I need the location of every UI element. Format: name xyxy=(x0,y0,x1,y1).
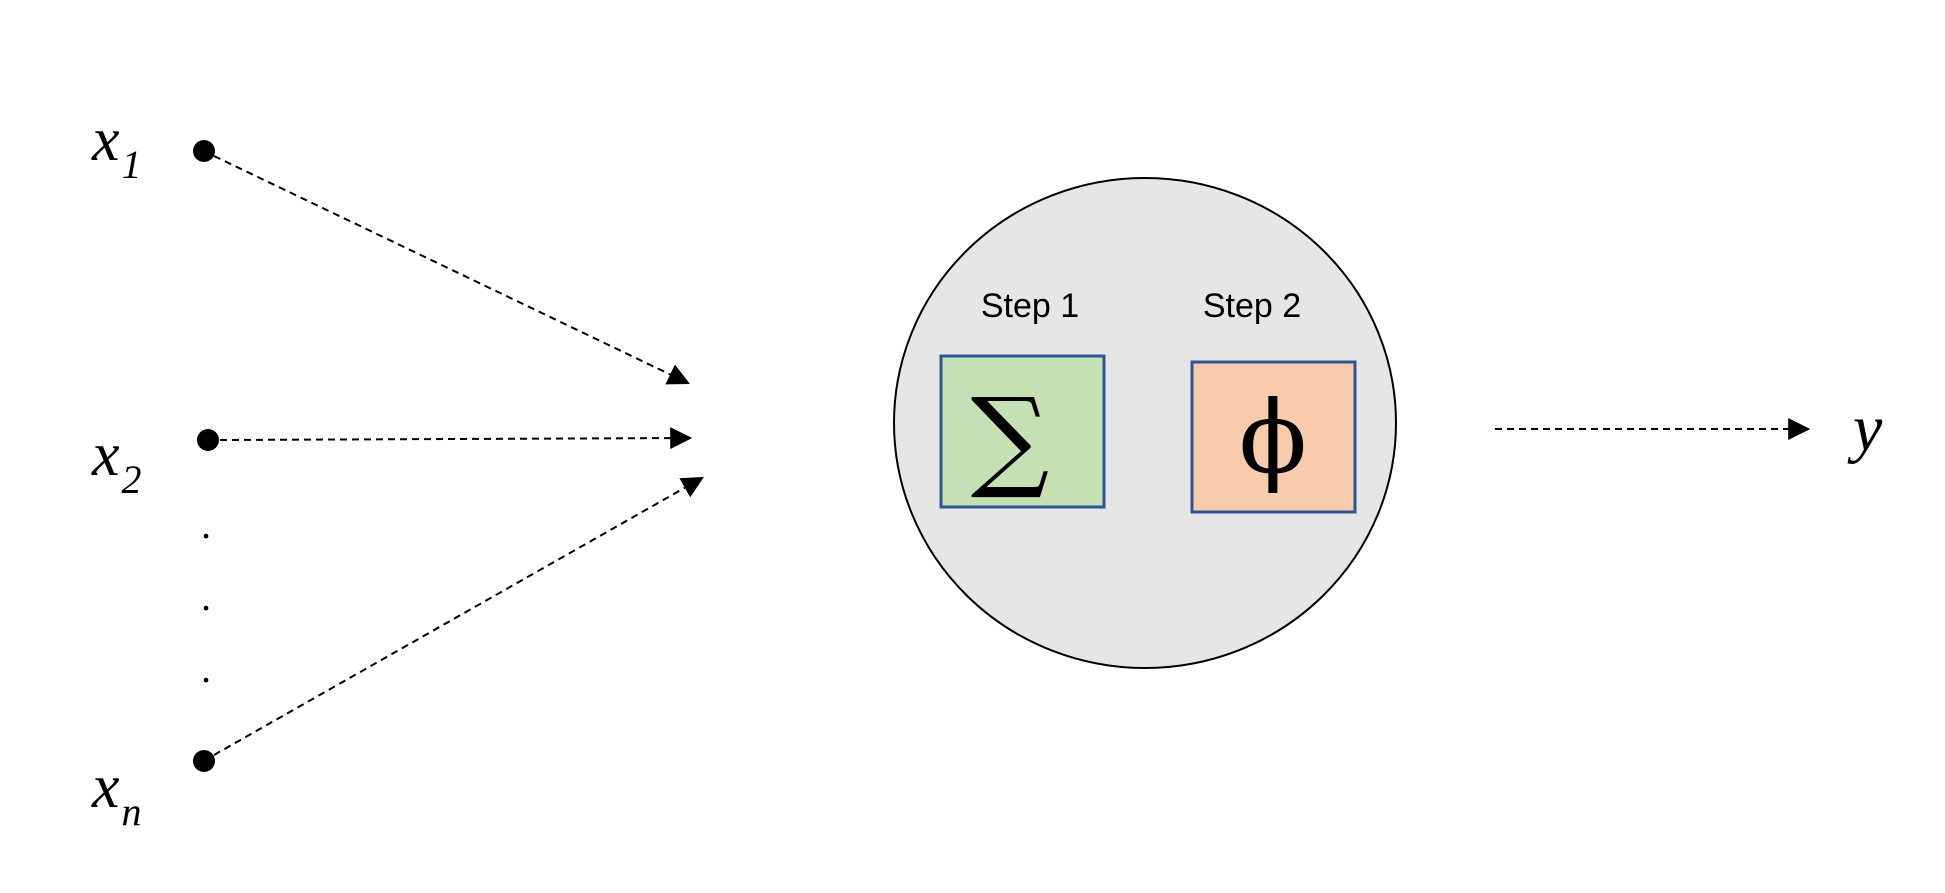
input-arrow-x1 xyxy=(213,155,690,385)
step2-label: Step 2 xyxy=(1203,287,1301,325)
input-arrow-x2 xyxy=(219,427,693,450)
input-node-x1 xyxy=(193,140,215,162)
input-node-x2 xyxy=(197,429,219,451)
step1-box xyxy=(939,354,1106,509)
ellipsis-dot-3: . xyxy=(202,646,212,691)
ellipsis-dot-2: . xyxy=(202,574,212,619)
step1-label: Step 1 xyxy=(981,287,1079,325)
output-label-y: y xyxy=(1847,392,1883,465)
step2-box xyxy=(1190,360,1357,514)
input-label-xn: xn xyxy=(91,753,142,834)
phi-symbol: ϕ xyxy=(1239,379,1307,496)
input-label-x1: x1 xyxy=(91,106,142,187)
neuron-circle xyxy=(893,177,1397,669)
input-label-x2: x2 xyxy=(91,421,142,502)
summation-symbol: ∑ xyxy=(971,374,1050,502)
input-node-xn xyxy=(193,750,215,772)
input-arrow-xn xyxy=(213,476,704,756)
ellipsis-dot-1: . xyxy=(202,502,212,547)
